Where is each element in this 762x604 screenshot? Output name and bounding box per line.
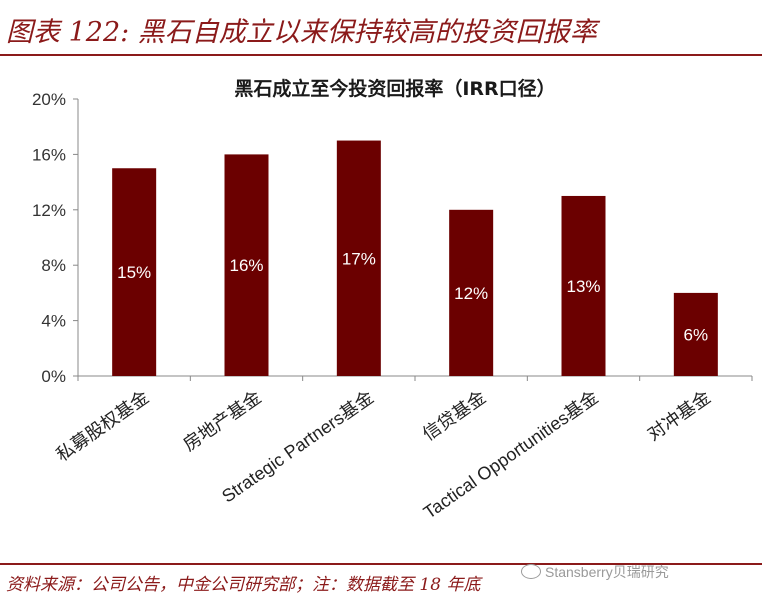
footer-rule	[0, 563, 762, 565]
chart-bars	[112, 140, 718, 376]
bar	[336, 140, 381, 376]
bar-value-label: 6%	[684, 325, 709, 344]
bar-value-label: 16%	[229, 256, 263, 275]
title-rule	[0, 54, 762, 56]
bar	[224, 154, 269, 376]
y-tick-label: 12%	[32, 201, 66, 220]
figure-title: 图表 122: 黑石自成立以来保持较高的投资回报率	[6, 17, 597, 48]
bar	[561, 195, 606, 376]
bar-chart: 黑石成立至今投资回报率（IRR口径） 0% 4% 8% 12% 16% 20% 15% 私募股…	[32, 77, 753, 523]
chart-axes	[73, 98, 753, 381]
y-tick-label: 0%	[41, 367, 66, 386]
bar-value-label: 12%	[454, 284, 488, 303]
y-tick-label: 20%	[32, 90, 66, 109]
wechat-icon	[521, 564, 541, 579]
x-category-label: 房地产基金	[180, 387, 265, 455]
x-category-label: 信贷基金	[419, 387, 489, 445]
bar-value-label: 13%	[566, 277, 600, 296]
bar	[673, 292, 718, 376]
bar	[112, 168, 157, 376]
bar-value-label: 15%	[117, 263, 151, 282]
source-note: 资料来源：公司公告，中金公司研究部；注：数据截至 18 年底	[6, 575, 481, 595]
y-tick-label: 8%	[41, 256, 66, 275]
x-category-label: Tactical Opportunities基金	[420, 387, 602, 523]
y-tick-label: 4%	[41, 312, 66, 331]
y-tick-label: 16%	[32, 145, 66, 164]
chart-title: 黑石成立至今投资回报率（IRR口径）	[234, 77, 555, 100]
bar	[449, 209, 494, 376]
watermark: Stansberry贝瑞研究	[521, 562, 669, 582]
bar-value-label: 17%	[342, 249, 376, 268]
x-category-label: 私募股权基金	[53, 387, 153, 465]
watermark-text: Stansberry贝瑞研究	[545, 564, 669, 580]
x-category-label: 对冲基金	[644, 387, 714, 445]
